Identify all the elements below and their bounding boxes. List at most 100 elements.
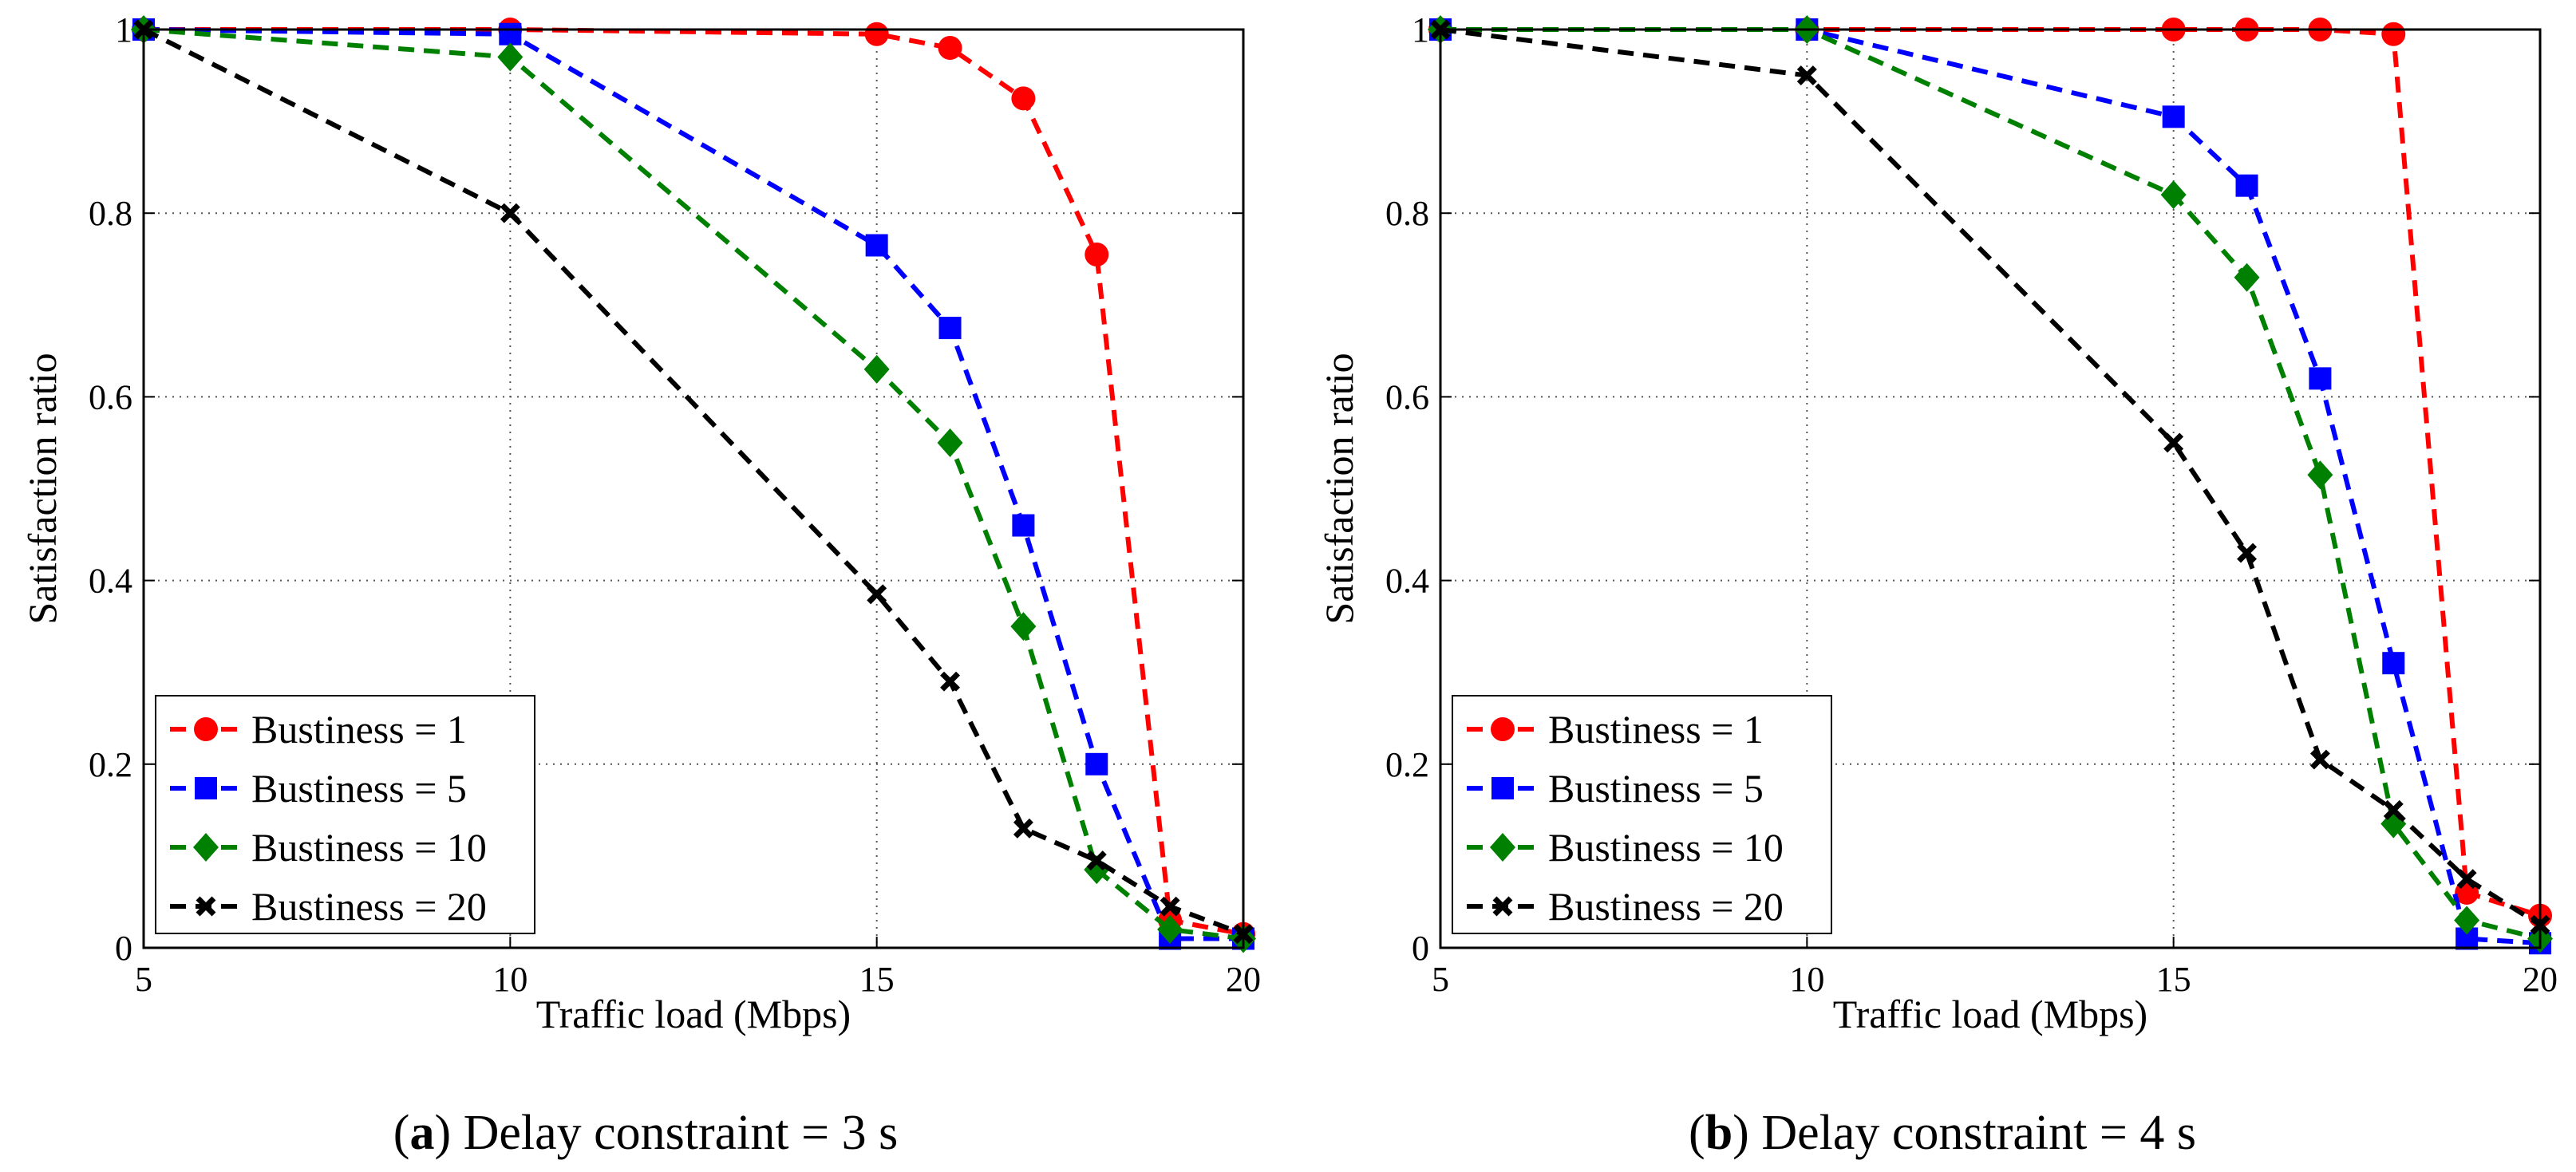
data-point-x: [940, 671, 961, 692]
caption-text: Delay constraint = 4 s: [1761, 1106, 2196, 1160]
series-line-2: [1440, 27, 2541, 941]
x-tick-label: 15: [859, 960, 895, 999]
data-point-square: [2309, 367, 2332, 390]
legend-label: Bustiness = 20: [1548, 884, 1784, 929]
y-tick-label: 0.8: [89, 194, 132, 233]
data-point-square: [2162, 105, 2185, 128]
data-point-square: [2382, 652, 2405, 675]
data-point-x: [1086, 850, 1107, 871]
y-tick-label: 0.2: [89, 745, 132, 784]
data-point-x: [867, 584, 887, 605]
legend-label: Bustiness = 10: [251, 825, 487, 870]
x-tick-label: 15: [2156, 960, 2191, 999]
data-point-x: [2237, 543, 2258, 563]
caption-letter: a: [409, 1106, 434, 1160]
caption-text: Delay constraint = 3 s: [464, 1106, 899, 1160]
legend-label: Bustiness = 5: [251, 766, 467, 811]
figure-caption: (a) Delay constraint = 3 s: [393, 1106, 898, 1160]
data-point-x: [500, 203, 520, 223]
data-point-x: [1796, 65, 1817, 86]
legend-marker-square: [195, 777, 217, 799]
plot-frame: [142, 28, 1245, 949]
data-point-square: [499, 22, 522, 45]
data-point-circle: [2381, 22, 2406, 46]
x-tick-label: 5: [1432, 960, 1449, 999]
series-line-0: [144, 27, 1244, 937]
data-point-circle: [864, 22, 889, 46]
data-point-x: [2383, 799, 2404, 820]
legend-label: Bustiness = 1: [1548, 707, 1764, 752]
data-point-diamond: [937, 428, 963, 457]
legend: Bustiness = 1 Bustiness = 5 Bustiness = 10…: [1452, 695, 1832, 934]
series-line-2: [143, 27, 1244, 941]
legend-marker-circle: [194, 717, 218, 741]
x-tick-label: 10: [492, 960, 527, 999]
caption-paren-open: (: [1689, 1106, 1705, 1160]
data-point-x: [2456, 869, 2477, 890]
series-line-1: [143, 27, 1243, 941]
series-line-3: [1440, 27, 2542, 927]
y-tick-label: 0.2: [1385, 745, 1429, 784]
caption-paren-close: ): [1732, 1106, 1761, 1160]
chart-panel-b: 5 10 15 20 0 0.2 0.4 0.6 0.8 1 Traffic load (Mbps)…: [1317, 10, 2558, 1160]
legend-marker-x: [196, 896, 216, 917]
data-point-x: [1160, 896, 1180, 917]
data-point-x: [2163, 432, 2184, 453]
legend-label: Bustiness = 20: [251, 884, 487, 929]
legend-marker-square: [1491, 777, 1514, 799]
data-point-diamond: [1010, 612, 1037, 641]
y-tick-label: 0: [115, 929, 132, 968]
data-point-circle: [1085, 242, 1109, 266]
data-point-x: [1013, 818, 1033, 839]
data-point-square: [1085, 752, 1108, 775]
legend-marker-circle: [1491, 717, 1515, 741]
y-tick-label: 0.6: [1385, 377, 1429, 416]
x-tick-label: 20: [1226, 960, 1261, 999]
legend-marker-diamond: [193, 833, 219, 862]
series-line-3: [142, 27, 1245, 937]
data-point-circle: [1011, 86, 1036, 111]
y-tick-label: 1: [115, 10, 132, 49]
x-axis-label: Traffic load (Mbps): [1833, 992, 2147, 1036]
plot-frame: [1439, 28, 2542, 949]
legend-marker-x: [1492, 896, 1513, 917]
figure-caption: (b) Delay constraint = 4 s: [1689, 1106, 2196, 1160]
data-point-diamond: [2307, 460, 2333, 490]
data-point-diamond: [2160, 180, 2187, 210]
y-tick-label: 0: [1412, 929, 1429, 968]
data-point-square: [938, 317, 962, 340]
data-point-diamond: [2234, 262, 2260, 292]
legend-box: [1452, 695, 1832, 934]
legend-label: Bustiness = 5: [1548, 766, 1764, 811]
data-point-square: [2235, 174, 2258, 197]
series-line-1: [1440, 27, 2541, 946]
caption-letter: b: [1705, 1106, 1732, 1160]
data-point-diamond: [1157, 914, 1183, 944]
y-tick-label: 1: [1412, 10, 1429, 49]
y-tick-label: 0.4: [1385, 562, 1429, 601]
y-tick-label: 0.8: [1385, 194, 1429, 233]
data-point-diamond: [2454, 906, 2480, 935]
chart-panel-a: 5 10 15 20 0 0.2 0.4 0.6 0.8 1 Traffic load (Mbps)…: [20, 10, 1261, 1160]
y-tick-label: 0.4: [89, 562, 132, 601]
legend-label: Bustiness = 10: [1548, 825, 1784, 870]
data-point-square: [1012, 514, 1035, 537]
legend-label: Bustiness = 1: [251, 707, 467, 752]
y-axis-label: Satisfaction ratio: [1317, 353, 1361, 624]
data-point-circle: [938, 36, 962, 61]
x-tick-label: 20: [2523, 960, 2558, 999]
x-axis-label: Traffic load (Mbps): [536, 992, 851, 1036]
caption-paren-open: (: [393, 1106, 410, 1160]
x-tick-label: 10: [1789, 960, 1824, 999]
data-point-square: [865, 234, 888, 257]
legend-marker-diamond: [1490, 833, 1515, 862]
data-point-x: [2309, 749, 2330, 770]
data-point-diamond: [497, 42, 523, 72]
data-point-diamond: [863, 354, 890, 384]
x-tick-label: 5: [135, 960, 152, 999]
legend-box: [155, 695, 535, 934]
legend: Bustiness = 1 Bustiness = 5 Bustiness = 10…: [155, 695, 535, 934]
y-axis-label: Satisfaction ratio: [20, 353, 65, 624]
y-tick-label: 0.6: [89, 377, 132, 416]
